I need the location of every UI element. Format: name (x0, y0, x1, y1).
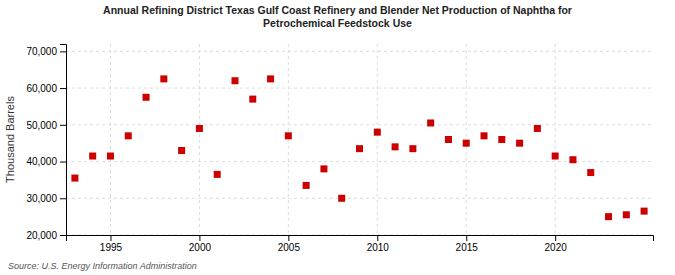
title: Petrochemical Feedstock Use (263, 17, 412, 29)
x-tick: 2000 (189, 235, 212, 253)
grid-line (466, 44, 467, 235)
x-tick-mark (466, 235, 467, 241)
point (587, 169, 594, 176)
y-tick-label: 50,000 (26, 120, 57, 131)
x-tick-label: 2015 (456, 242, 479, 253)
x-tick-mark (199, 235, 200, 241)
point (178, 147, 185, 154)
y-axis-line (60, 45, 67, 236)
point (143, 94, 150, 101)
point (605, 213, 612, 220)
chart: Annual Refining District Texas Gulf Coas… (0, 0, 675, 275)
point (303, 182, 310, 189)
y-tick-label: 20,000 (26, 230, 57, 241)
point (267, 75, 274, 82)
point (89, 153, 96, 160)
plot: 1995 2000 2005 2010 2015 2020 20,000 30,000 40,0… (26, 44, 653, 253)
y-tick-mark (60, 235, 66, 236)
point (641, 208, 648, 215)
x-tick-mark (110, 235, 111, 241)
grid-line (555, 44, 556, 235)
point (338, 195, 345, 202)
point (427, 119, 434, 126)
point (569, 156, 576, 163)
point (196, 125, 203, 132)
y-tick-label: 70,000 (26, 46, 57, 57)
point (534, 125, 541, 132)
y-tick: 20,000 (26, 230, 66, 241)
y-axis: 20,000 30,000 40,000 50,000 60,000 70,000 (26, 45, 66, 241)
x-tick-label: 2000 (189, 242, 212, 253)
point (463, 140, 470, 147)
grid-line (66, 88, 653, 89)
point (356, 145, 363, 152)
point (552, 153, 559, 160)
grid-line (377, 44, 378, 235)
grid-line (66, 124, 653, 125)
point (498, 136, 505, 143)
x-tick-mark (288, 235, 289, 241)
point (374, 129, 381, 136)
y-tick-mark (60, 198, 66, 199)
y-tick-mark (60, 162, 66, 163)
point (107, 153, 114, 160)
grid (66, 44, 653, 235)
point (409, 145, 416, 152)
y-tick: 40,000 (26, 156, 66, 167)
point (231, 77, 238, 84)
point (71, 175, 78, 182)
point (160, 75, 167, 82)
point (320, 165, 327, 172)
x-tick-label: 2020 (545, 242, 568, 253)
point (125, 132, 132, 139)
point (392, 143, 399, 150)
y-axis-label: Thousand Barrels (4, 96, 16, 183)
y-tick-label: 30,000 (26, 193, 57, 204)
grid-line (288, 44, 289, 235)
x-tick: 2010 (367, 235, 390, 253)
point (285, 132, 292, 139)
y-tick: 70,000 (26, 46, 66, 57)
x-tick-label: 2005 (278, 242, 301, 253)
y-tick: 50,000 (26, 120, 66, 131)
grid-line (110, 44, 111, 235)
points (71, 75, 647, 220)
point (623, 211, 630, 218)
x-axis-line (67, 236, 654, 242)
y-tick-mark (60, 125, 66, 126)
y-tick: 60,000 (26, 83, 66, 94)
grid-line (199, 44, 200, 235)
x-axis: 1995 2000 2005 2010 2015 2020 (67, 235, 654, 253)
y-tick-label: 60,000 (26, 83, 57, 94)
title: Annual Refining District Texas Gulf Coas… (103, 4, 572, 16)
x-tick: 1995 (100, 235, 123, 253)
point (445, 136, 452, 143)
x-tick: 2015 (456, 235, 479, 253)
y-tick: 30,000 (26, 193, 66, 204)
y-tick-label: 40,000 (26, 156, 57, 167)
y-tick-mark (60, 51, 66, 52)
y-tick-mark (60, 88, 66, 89)
annotation: Source: U.S. Energy Information Administ… (8, 261, 197, 271)
grid-line (66, 51, 653, 52)
x-tick-label: 2010 (367, 242, 390, 253)
point (249, 96, 256, 103)
x-tick: 2020 (545, 235, 568, 253)
point (481, 132, 488, 139)
x-tick-mark (377, 235, 378, 241)
x-tick-label: 1995 (100, 242, 123, 253)
grid-line (66, 198, 653, 199)
title-group: Annual Refining District Texas Gulf Coas… (103, 4, 572, 29)
point (214, 171, 221, 178)
x-tick-mark (555, 235, 556, 241)
point (516, 140, 523, 147)
grid-line (66, 161, 653, 162)
x-tick: 2005 (278, 235, 301, 253)
